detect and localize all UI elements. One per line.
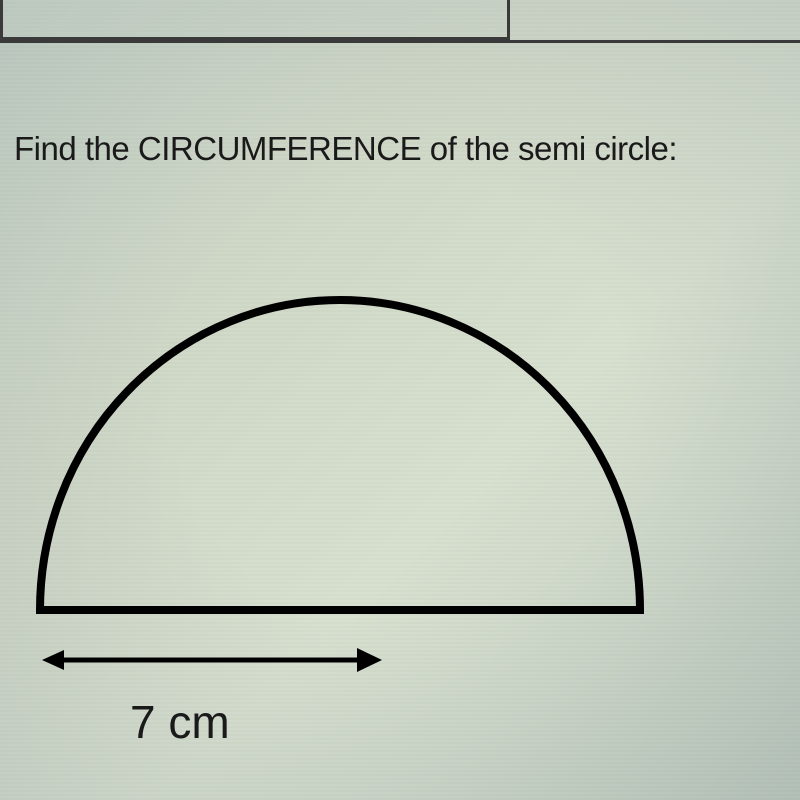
arrow-right-head xyxy=(357,648,382,672)
question-prompt: Find the CIRCUMFERENCE of the semi circl… xyxy=(14,130,677,168)
arrow-svg xyxy=(42,640,392,680)
ui-divider xyxy=(0,40,800,43)
radius-dimension-arrow xyxy=(42,640,392,685)
radius-measurement-label: 7 cm xyxy=(130,695,230,749)
semicircle-path xyxy=(40,300,640,610)
semicircle-svg xyxy=(30,280,650,630)
arrow-left-head xyxy=(42,650,64,670)
semicircle-diagram xyxy=(30,280,650,630)
ui-top-cell xyxy=(0,0,510,40)
